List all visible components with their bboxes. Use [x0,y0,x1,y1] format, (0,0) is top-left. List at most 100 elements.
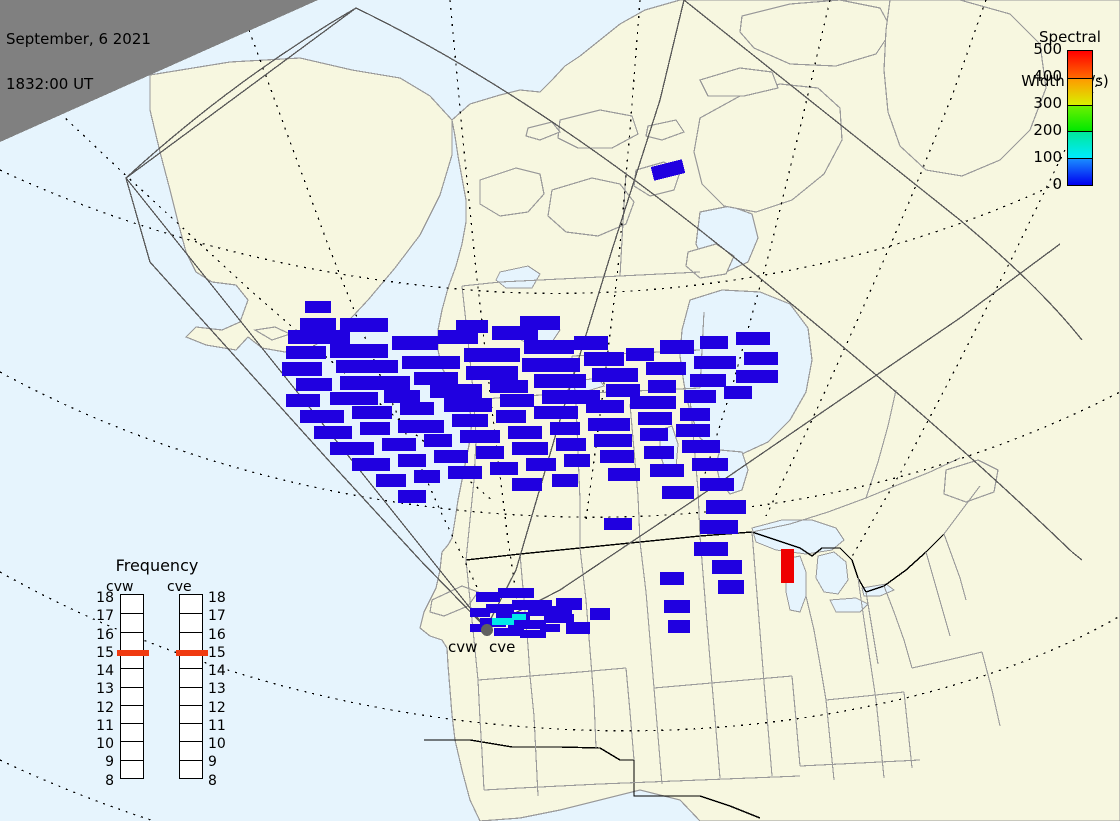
fov-cve-arc [683,0,1083,341]
island-small-1 [525,121,561,141]
land-alaska [149,57,453,353]
meridian-7 [849,77,1101,561]
map-site-label-cve: cve [489,638,516,656]
border-usa-mexico-ca [424,739,513,748]
frequency-left-label-16: 16 [96,627,114,643]
colorbar-tick-300: 300 [1033,94,1062,112]
colorbar-segment-200-300 [1068,104,1092,132]
frequency-right-label-14: 14 [208,663,226,679]
frequency-right-label-17: 17 [208,608,226,624]
colorbar-legend: Spectral Width (m/s) 500 400 300 200 100… [1010,0,1120,200]
frequency-cell [180,704,202,723]
frequency-left-label-18: 18 [96,590,114,606]
frequency-left-label-15: 15 [96,645,114,661]
colorbar-segment-400-500 [1068,51,1092,78]
frequency-cell [180,686,202,705]
land-greenland [883,0,1047,177]
frequency-cell [121,759,143,778]
frequency-radar-label-cve: cve [167,579,192,595]
frequency-cell [121,631,143,650]
frequency-cell [121,741,143,759]
great-bear-lake [495,265,541,289]
frequency-cell [121,704,143,723]
frequency-right-label-8: 8 [208,773,217,789]
frequency-cell [180,741,202,759]
frequency-bar-cve [176,594,208,779]
meridian-2 [237,0,491,615]
radar-fov-outlines [125,0,1083,629]
island-small-2 [645,119,685,141]
colorbar-segment-100-200 [1068,131,1092,159]
frequency-right-label-13: 13 [208,681,226,697]
frequency-right-label-11: 11 [208,718,226,734]
frequency-marker-cvw [117,650,149,656]
frequency-cell [180,613,202,631]
frequency-right-label-18: 18 [208,590,226,606]
frequency-left-label-17: 17 [96,608,114,624]
fov-cve [485,0,685,629]
frequency-left-label-11: 11 [96,718,114,734]
colorbar-segment-0-100 [1068,158,1092,185]
colorbar-segment-300-400 [1068,77,1092,105]
cells-band-100-200 [492,614,526,625]
border-usa-canada-lakes [751,531,945,593]
frequency-cell [180,595,202,613]
colorbar-title-line1: Spectral [1039,28,1101,46]
colorbar-tick-0: 0 [1052,175,1062,193]
colorbar-tick-500: 500 [1033,40,1062,58]
colorbar-gradient [1067,50,1093,186]
cells-band-400-500 [781,549,794,583]
island-victoria [547,177,635,237]
frequency-left-label-14: 14 [96,663,114,679]
frequency-cell [180,668,202,686]
lake-superior [751,519,845,555]
fov-cvw-inner [125,177,487,629]
frequency-left-label-12: 12 [96,700,114,716]
colorbar-tick-400: 400 [1033,67,1062,85]
frequency-cell [180,759,202,778]
meridian-5 [699,0,831,491]
cells-band-0-100 [282,159,778,638]
frequency-cell [121,668,143,686]
island-devon [699,67,779,97]
frequency-cell [121,613,143,631]
fov-outer-arc [1071,551,1083,561]
meridian-6 [765,0,987,517]
state-province-borders [461,171,1001,797]
frequency-right-label-16: 16 [208,627,226,643]
frequency-cell [121,686,143,705]
meridian-1 [1,57,495,503]
frequency-left-label-13: 13 [96,681,114,697]
frequency-left-label-8: 8 [105,773,114,789]
colorbar-tick-100: 100 [1033,148,1062,166]
colorbar-ticks: 500 400 300 200 100 0 [1010,42,1062,192]
fov-cvw-east [355,7,1073,553]
timestamp-time: 1832:00 UT [6,75,94,93]
island-melville [557,109,639,149]
map-site-label-cvw: cvw [448,638,478,656]
frequency-left-label-9: 9 [105,754,114,770]
frequency-cell [121,723,143,741]
frequency-right-label-12: 12 [208,700,226,716]
frequency-right-label-15: 15 [208,645,226,661]
frequency-radar-label-cvw: cvw [106,579,134,595]
frequency-cell [180,723,202,741]
timestamp-date: September, 6 2021 [6,30,151,48]
fov-cvw-arc [125,7,357,179]
arctic-islands [429,0,999,617]
frequency-bar-cvw [117,594,149,779]
terminator-corner [0,0,318,142]
frequency-marker-cve [176,650,208,656]
lake-erie [829,597,869,613]
frequency-right-label-10: 10 [208,736,226,752]
frequency-panel-title: Frequency [115,556,199,575]
timestamp: September, 6 2021 1832:00 UT [6,2,151,122]
radar-site-marker [481,624,493,636]
island-baffin [693,83,843,213]
frequency-panel: Frequency cvw cve 18 17 16 15 14 13 12 1… [82,558,232,798]
fov-cve-far [485,243,1061,629]
frequency-left-label-10: 10 [96,736,114,752]
